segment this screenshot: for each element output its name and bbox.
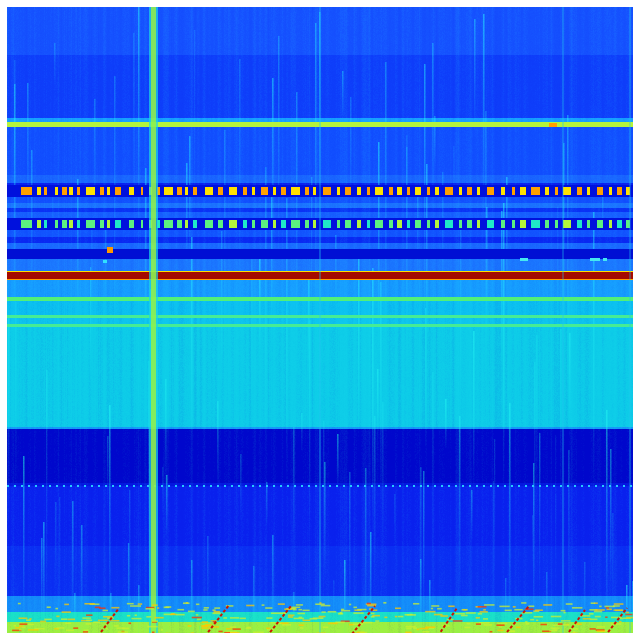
spectrogram-plot-area[interactable] [7, 7, 633, 633]
spectral-noise-texture [7, 7, 633, 633]
